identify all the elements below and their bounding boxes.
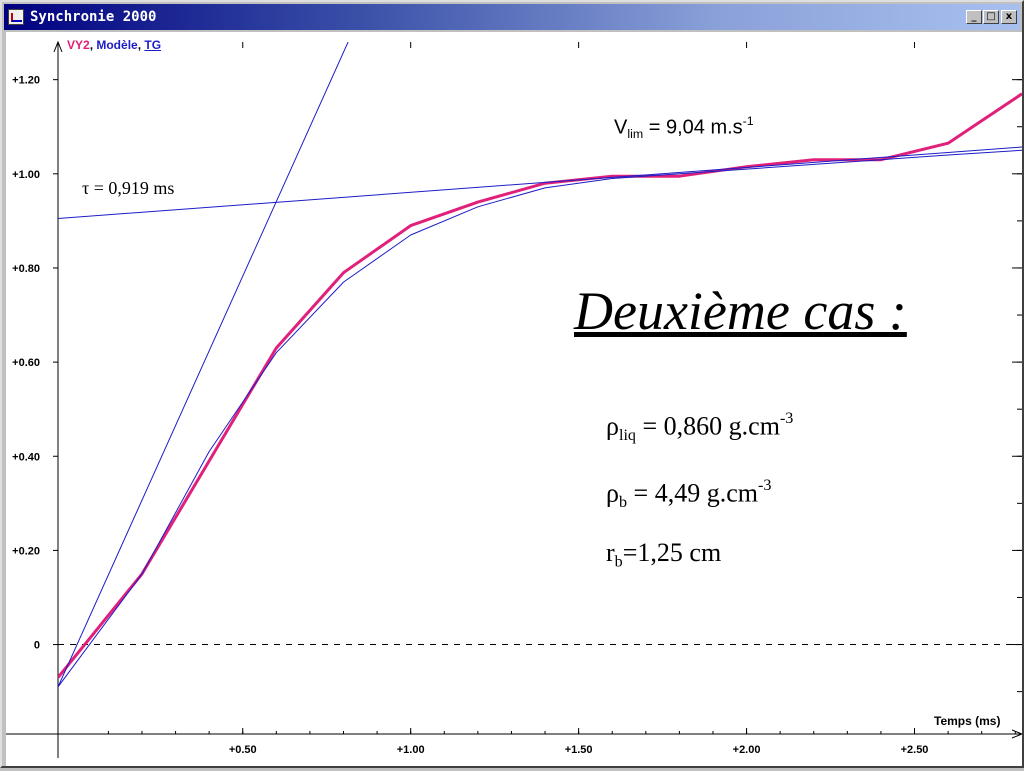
rho-liq-value: = 0,860 g.cm	[636, 411, 780, 441]
y-tick-label: +1.00	[12, 169, 40, 181]
tau-label: τ = 0,919 ms	[82, 178, 175, 198]
x-tick-label: +1.50	[565, 744, 593, 756]
r-b-symbol: r	[606, 537, 615, 567]
case-title: Deuxième cas :	[574, 281, 907, 341]
rho-liq-line: ρliq = 0,860 g.cm-3	[606, 394, 793, 461]
legend: VY2, Modèle, TG	[67, 38, 161, 52]
x-tick-label: +2.00	[733, 744, 761, 756]
y-tick-label: +1.20	[12, 75, 40, 87]
y-tick-label: +0.20	[12, 545, 40, 557]
rho-b-line: ρb = 4,49 g.cm-3	[606, 461, 793, 528]
rho-liq-subscript: liq	[618, 426, 636, 444]
vlim-value: = 9,04 m.s	[643, 116, 743, 139]
rho-b-symbol: ρ	[606, 478, 619, 508]
r-b-value: =1,25 cm	[622, 537, 722, 567]
rho-b-subscript: b	[618, 493, 628, 511]
window-title: Synchronie 2000	[30, 9, 157, 25]
rho-b-superscript: -3	[757, 476, 772, 494]
series-asymptote-line[interactable]	[58, 146, 1022, 219]
plot-area[interactable]: +0.50 +1.00 +1.50 +2.00 +2.50 0 +0.20 +0.40 +0.6…	[6, 32, 1024, 766]
r-b-line: rb=1,25 cm	[606, 528, 793, 588]
x-tick-label: +1.00	[397, 744, 425, 756]
r-b-subscript: b	[614, 553, 623, 571]
minimize-button[interactable]: _	[966, 10, 982, 24]
legend-series-tg[interactable]: TG	[144, 38, 162, 52]
legend-separator: ,	[89, 38, 97, 52]
rho-liq-symbol: ρ	[606, 411, 619, 441]
y-tick-label: +0.80	[12, 263, 40, 275]
x-tick-label: +0.50	[229, 744, 257, 756]
legend-series-vy2[interactable]: VY2	[67, 38, 90, 52]
close-button[interactable]: x	[1001, 10, 1017, 24]
y-tick-label: +0.40	[12, 451, 40, 463]
vlim-annotation: Vlim = 9,04 m.s-1	[614, 114, 754, 141]
y-tick-label: 0	[34, 640, 40, 652]
chart-svg[interactable]: +0.50 +1.00 +1.50 +2.00 +2.50 0 +0.20 +0.40 +0.6…	[6, 32, 1024, 766]
vlim-superscript: -1	[742, 114, 754, 128]
rho-liq-superscript: -3	[779, 410, 794, 427]
y-axis-arrow	[53, 40, 63, 53]
series-tg-tangent-line[interactable]	[58, 37, 350, 688]
series-vy2-line[interactable]	[58, 92, 1022, 679]
vlim-subscript: lim	[627, 127, 644, 141]
x-axis-label: Temps (ms)	[934, 714, 1001, 728]
legend-separator: ,	[137, 38, 145, 52]
parameters-block: ρliq = 0,860 g.cm-3 ρb = 4,49 g.cm-3 rb=…	[606, 394, 793, 587]
y-tick-label: +0.60	[12, 357, 40, 369]
legend-series-modele[interactable]: Modèle	[96, 38, 138, 52]
app-icon[interactable]	[8, 9, 24, 25]
maximize-button[interactable]: □	[983, 10, 999, 24]
series-modele-line[interactable]	[58, 149, 1022, 688]
tau-annotation: τ = 0,919 ms	[82, 178, 174, 199]
vlim-symbol: V	[614, 116, 628, 139]
x-tick-label: +2.50	[901, 744, 929, 756]
title-bar[interactable]: Synchronie 2000 _ □ x	[4, 4, 1020, 30]
rho-b-value: = 4,49 g.cm	[627, 478, 758, 508]
